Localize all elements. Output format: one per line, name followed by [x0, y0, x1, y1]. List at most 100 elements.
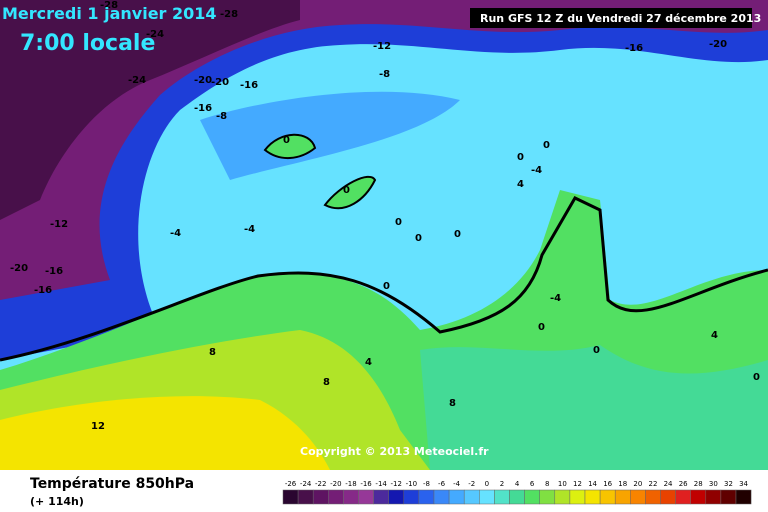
colorbar-swatch — [599, 489, 616, 505]
contour-label: -20 — [10, 263, 28, 274]
colorbar-tick-label: -26 — [285, 480, 297, 488]
colorbar-swatch — [373, 489, 389, 505]
colorbar-swatch — [297, 489, 314, 505]
colorbar-tick-label: 22 — [648, 480, 657, 488]
colorbar-tick-label: 6 — [530, 480, 535, 488]
colorbar-tick-label: -24 — [300, 480, 312, 488]
contour-label: 8 — [323, 377, 330, 388]
colorbar-tick-label: 4 — [515, 480, 520, 488]
run-info: Run GFS 12 Z du Vendredi 27 décembre 201… — [480, 12, 761, 25]
colorbar-swatch — [690, 489, 707, 505]
colorbar-tick-label: 12 — [573, 480, 582, 488]
colorbar-swatch — [403, 489, 420, 505]
contour-label: 4 — [711, 330, 718, 341]
contour-label: -16 — [625, 43, 643, 54]
colorbar-swatch — [448, 489, 465, 505]
contour-label: -8 — [216, 111, 227, 122]
colorbar-swatch — [584, 489, 601, 505]
colorbar-swatch — [418, 489, 435, 505]
colorbar-tick-label: 2 — [500, 480, 504, 488]
colorbar-swatch — [705, 489, 722, 505]
contour-label: -24 — [128, 75, 146, 86]
contour-label: 0 — [383, 281, 390, 292]
contour-label: 0 — [538, 322, 545, 333]
colorbar: -26 -24 -22 -20 -18 -16 -14 -12 -10 -8 -6 -4 -2 0 2 4 6 8… — [282, 480, 752, 505]
colorbar-swatch — [312, 489, 329, 505]
colorbar-swatch — [328, 489, 344, 505]
colorbar-tick-label: 28 — [694, 480, 703, 488]
contour-label: 0 — [593, 345, 600, 356]
run-box — [470, 8, 752, 28]
colorbar-swatch — [554, 489, 571, 505]
contour-label: -20 — [709, 39, 727, 50]
colorbar-tick-label: -2 — [468, 480, 475, 488]
colorbar-swatch — [720, 489, 737, 505]
contour-label: -4 — [244, 224, 255, 235]
colorbar-tick-label: 8 — [545, 480, 549, 488]
contour-label: -20 — [211, 77, 229, 88]
colorbar-tick-label: 34 — [739, 480, 748, 488]
contour-label: 4 — [365, 357, 372, 368]
contour-label: -4 — [170, 228, 181, 239]
contour-label: 4 — [517, 179, 524, 190]
colorbar-tick-label: 30 — [709, 480, 718, 488]
contour-label: -12 — [373, 41, 391, 52]
colorbar-swatch — [660, 489, 676, 505]
contour-label: -4 — [550, 293, 561, 304]
footer-title: Température 850hPa — [30, 476, 194, 492]
colorbar-swatch — [433, 489, 450, 505]
contour-label: -16 — [34, 285, 52, 296]
contour-label: -4 — [531, 165, 542, 176]
colorbar-swatch — [614, 489, 631, 505]
colorbar-swatch — [463, 489, 480, 505]
colorbar-swatch — [569, 489, 586, 505]
colorbar-tick-label: -6 — [438, 480, 446, 488]
contour-label: -8 — [379, 69, 390, 80]
contour-label: 0 — [543, 140, 550, 151]
contour-label: 12 — [91, 421, 105, 432]
colorbar-swatch — [343, 489, 359, 505]
contour-label: -24 — [146, 29, 164, 40]
lead-time: (+ 114h) — [30, 495, 84, 508]
colorbar-tick-label: 32 — [724, 480, 733, 488]
colorbar-tick-label: 16 — [603, 480, 612, 488]
colorbar-tick-label: -8 — [423, 480, 430, 488]
contour-label: 0 — [283, 135, 290, 146]
date: Mercredi 1 janvier 2014 — [2, 4, 217, 23]
colorbar-tick-label: -12 — [391, 480, 402, 488]
contour-labels: -28 -28 -24 -24 -20 -20 -16 -16 -8 -12 -… — [10, 0, 760, 432]
colorbar-tick-label: -22 — [315, 480, 326, 488]
contour-label: 0 — [517, 152, 524, 163]
colorbar-tick-label: -14 — [375, 480, 387, 488]
colorbar-tick-label: -20 — [330, 480, 341, 488]
contour-label: -20 — [194, 75, 212, 86]
contour-label: -16 — [45, 266, 63, 277]
contour-label: -28 — [100, 0, 118, 11]
colorbar-tick-label: -10 — [406, 480, 417, 488]
colorbar-tick-label: 10 — [558, 480, 567, 488]
colorbar-swatch — [509, 489, 525, 505]
contour-label: 0 — [753, 372, 760, 383]
contour-label: 0 — [454, 229, 461, 240]
contour-label: 0 — [343, 185, 350, 196]
colorbar-swatch — [675, 489, 691, 505]
colorbar-swatch — [735, 489, 752, 505]
map — [0, 0, 768, 470]
contour-label: 0 — [415, 233, 422, 244]
colorbar-tick-label: 24 — [664, 480, 673, 488]
colorbar-tick-label: 20 — [633, 480, 642, 488]
colorbar-tick-label: -4 — [453, 480, 461, 488]
colorbar-swatch — [388, 489, 405, 505]
colorbar-swatch — [282, 489, 299, 505]
contour-label: -12 — [50, 219, 68, 230]
copyright: Copyright © 2013 Meteociel.fr — [300, 445, 489, 458]
colorbar-tick-label: 0 — [485, 480, 489, 488]
colorbar-swatch — [358, 489, 374, 505]
colorbar-swatch — [494, 489, 510, 505]
colorbar-swatch — [539, 489, 556, 505]
colorbar-tick-label: -16 — [360, 480, 372, 488]
contour-label: -16 — [194, 103, 212, 114]
colorbar-tick-label: 14 — [588, 480, 597, 488]
colorbar-tick-label: 18 — [618, 480, 627, 488]
